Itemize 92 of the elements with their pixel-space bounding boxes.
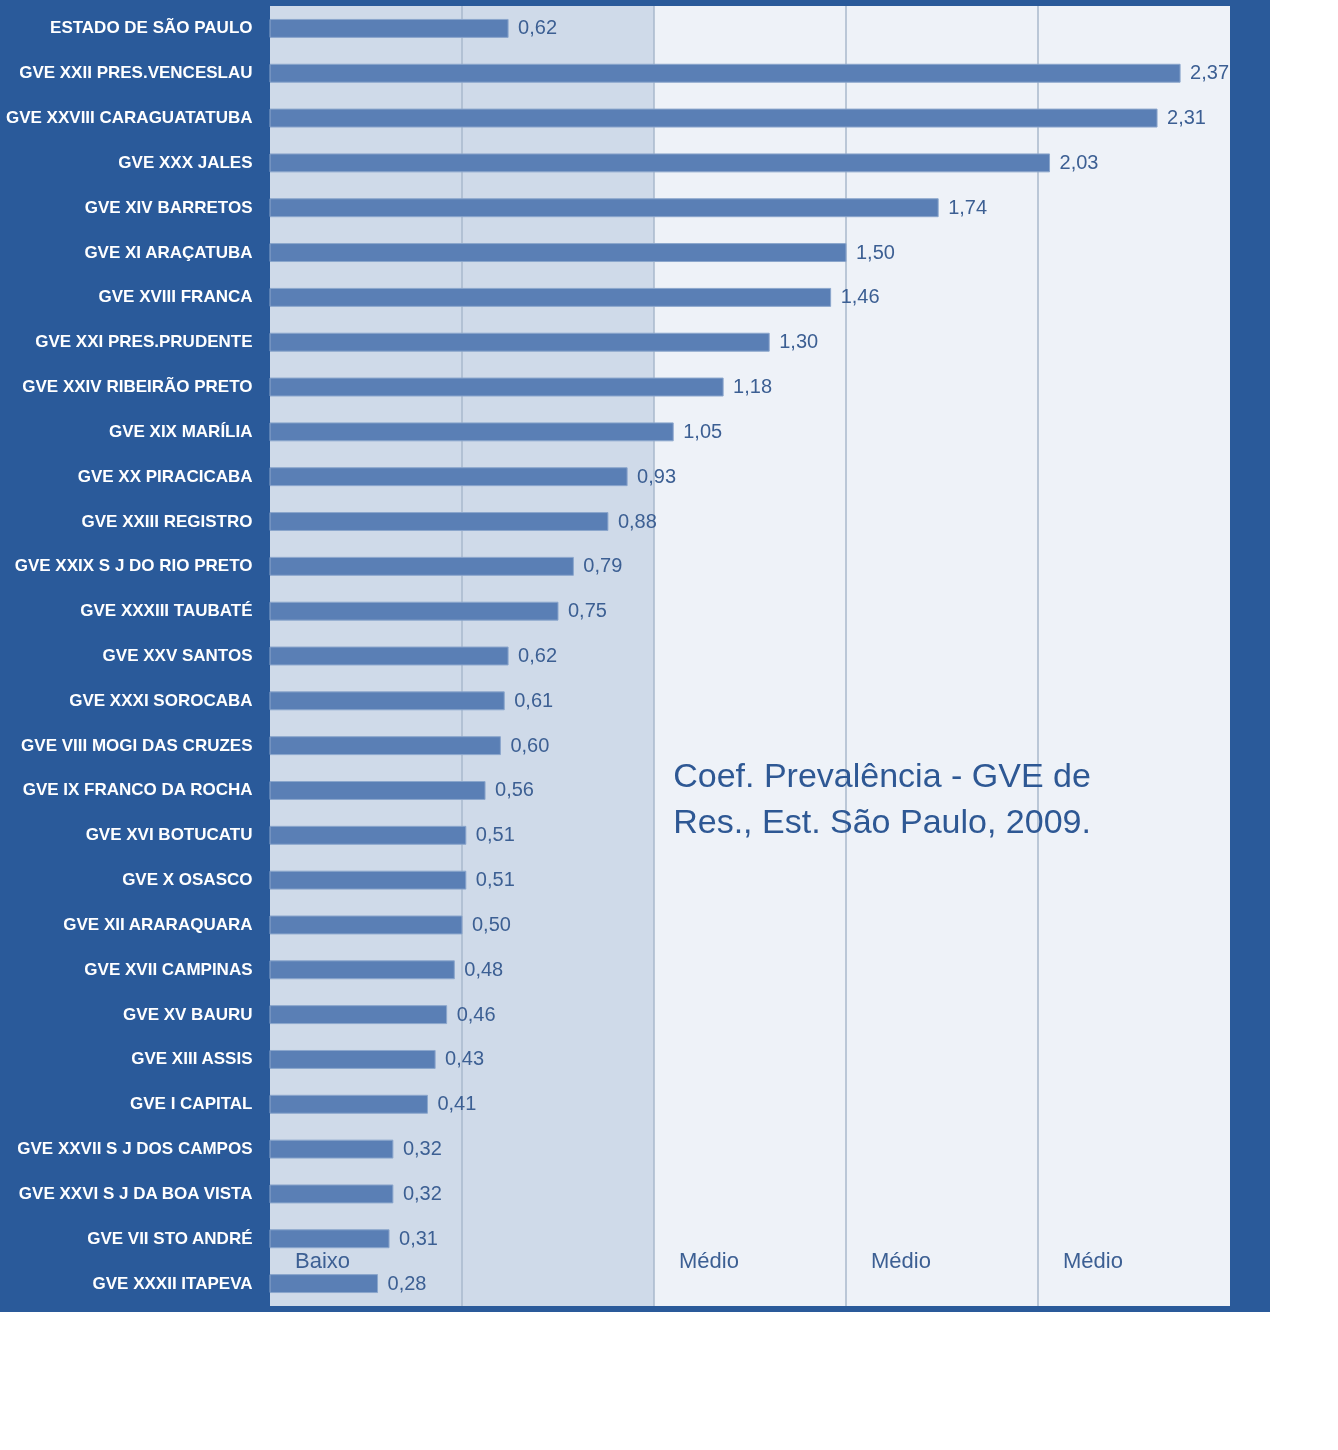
- y-tick-label: GVE XXV SANTOS: [102, 646, 253, 665]
- bar: [269, 960, 455, 980]
- data-label: 0,51: [475, 868, 515, 891]
- bar: [269, 736, 501, 756]
- data-label: 0,41: [437, 1092, 477, 1115]
- data-label: 2,03: [1059, 150, 1099, 173]
- data-label: 0,32: [402, 1181, 442, 1204]
- bar: [269, 825, 467, 845]
- data-label: 0,56: [495, 778, 534, 801]
- data-label: 0,28: [387, 1271, 427, 1294]
- data-label: 1,50: [856, 240, 895, 263]
- bar: [269, 287, 832, 307]
- y-tick-label: GVE XXIV RIBEIRÃO PRETO: [22, 376, 253, 397]
- y-tick-label: GVE XXII PRES.VENCESLAU: [19, 63, 253, 83]
- bar: [269, 377, 724, 397]
- y-tick-label: GVE XIX MARÍLIA: [108, 421, 253, 441]
- y-tick-label: GVE XII ARARAQUARA: [63, 914, 253, 934]
- bar: [269, 1139, 394, 1159]
- bar: [269, 512, 609, 531]
- data-label: 0,79: [583, 554, 623, 577]
- y-tick-label: GVE XI ARAÇATUBA: [84, 242, 253, 262]
- y-tick-label: ESTADO DE SÃO PAULO: [50, 17, 253, 38]
- y-tick-label: GVE XXXII ITAPEVA: [92, 1273, 253, 1293]
- bar: [269, 332, 770, 352]
- data-label: 0,88: [617, 509, 657, 532]
- data-label: 0,93: [637, 464, 677, 487]
- bar: [269, 63, 1181, 83]
- data-label: 0,50: [472, 912, 511, 935]
- annotation: Médio: [871, 1248, 931, 1273]
- y-tick-label: GVE X OSASCO: [122, 870, 253, 890]
- data-label: 2,37: [1190, 61, 1230, 84]
- y-tick-label: GVE VII STO ANDRÉ: [87, 1228, 253, 1248]
- bar: [269, 1229, 390, 1249]
- data-label: 0,60: [510, 733, 550, 756]
- data-label: 0,75: [568, 599, 607, 622]
- bar: [269, 781, 486, 800]
- bar: [269, 1094, 428, 1114]
- data-label: 1,74: [948, 195, 988, 218]
- text: Coef. Prevalência - GVE de Res., Est. São Paulo, 2009.: [673, 756, 1091, 840]
- data-label: 0,43: [445, 1047, 485, 1070]
- y-tick-label: GVE XXVII S J DOS CAMPOS: [17, 1139, 253, 1159]
- data-label: 0,31: [399, 1226, 438, 1249]
- y-tick-label: GVE IX FRANCO DA ROCHA: [22, 780, 253, 800]
- y-tick-label: GVE XVIII FRANCA: [98, 287, 253, 307]
- bar: [269, 108, 1158, 128]
- bar: [269, 18, 509, 38]
- bar: [269, 198, 939, 218]
- bar: [269, 1049, 436, 1069]
- y-tick-label: GVE XXXIII TAUBATÉ: [80, 601, 253, 621]
- data-label: 0,32: [402, 1137, 442, 1160]
- bar: [269, 153, 1051, 173]
- y-tick-label: GVE XXIX S J DO RIO PRETO: [14, 556, 253, 576]
- y-tick-label: GVE VIII MOGI DAS CRUZES: [21, 735, 253, 755]
- bar: [269, 601, 559, 621]
- data-label: 1,18: [733, 375, 773, 398]
- bar: [269, 870, 467, 890]
- y-tick-label: GVE XVI BOTUCATU: [85, 825, 253, 845]
- y-tick-label: GVE XV BAURU: [123, 1004, 253, 1024]
- data-label: 0,48: [464, 957, 504, 980]
- y-tick-label: GVE XVII CAMPINAS: [84, 959, 253, 979]
- y-tick-label: GVE XXXI SOROCABA: [69, 690, 253, 710]
- y-tick-label: GVE XXVIII CARAGUATATUBA: [5, 108, 253, 128]
- bar: [269, 1005, 448, 1025]
- data-label: 0,61: [514, 688, 554, 711]
- y-tick-label: GVE XIV BARRETOS: [84, 197, 253, 217]
- data-label: 1,30: [779, 330, 819, 353]
- annotation: Médio: [679, 1248, 739, 1273]
- bar: [269, 1274, 379, 1294]
- y-tick-label: GVE XXVI S J DA BOA VISTA: [18, 1183, 253, 1203]
- bar: [269, 422, 674, 442]
- annotation: Médio: [1063, 1248, 1123, 1273]
- data-label: 0,51: [475, 823, 515, 846]
- bar: [269, 1184, 394, 1204]
- bar: [269, 243, 847, 263]
- y-tick-label: GVE XXX JALES: [118, 152, 253, 172]
- data-label: 0,62: [518, 644, 558, 666]
- data-label: 1,05: [683, 419, 723, 442]
- bar: [269, 556, 574, 576]
- data-label: 0,46: [456, 1002, 496, 1025]
- data-label: 0,62: [518, 16, 558, 39]
- bar: [269, 915, 463, 935]
- bar: [269, 691, 505, 711]
- data-label: 1,46: [840, 285, 880, 308]
- band-label: Baixo: [295, 1248, 351, 1273]
- bar: [269, 467, 628, 487]
- y-tick-label: GVE XIII ASSIS: [131, 1049, 253, 1069]
- y-tick-label: GVE XXI PRES.PRUDENTE: [35, 332, 253, 352]
- data-label: 2,31: [1167, 106, 1206, 129]
- y-tick-label: GVE XX PIRACICABA: [77, 466, 253, 486]
- y-tick-label: GVE XXIII REGISTRO: [81, 511, 253, 531]
- y-tick-label: GVE I CAPITAL: [130, 1094, 253, 1114]
- bar: [269, 646, 509, 666]
